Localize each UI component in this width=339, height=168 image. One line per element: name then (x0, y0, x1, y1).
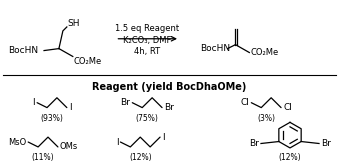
Text: Cl: Cl (283, 103, 292, 112)
Text: (3%): (3%) (257, 114, 275, 123)
Text: (12%): (12%) (279, 153, 301, 162)
Text: Br: Br (321, 139, 331, 148)
Text: BocHN: BocHN (200, 44, 230, 53)
Text: Reagent (yield BocDhaOMe): Reagent (yield BocDhaOMe) (92, 82, 246, 92)
Text: Br: Br (164, 103, 174, 112)
Text: I: I (116, 138, 118, 146)
Text: 4h, RT: 4h, RT (134, 47, 160, 56)
Text: SH: SH (68, 18, 80, 28)
Text: CO₂Me: CO₂Me (250, 48, 279, 57)
Text: I: I (162, 133, 165, 142)
Text: (93%): (93%) (41, 114, 63, 123)
Text: Br: Br (120, 98, 130, 107)
Text: 1.5 eq Reagent: 1.5 eq Reagent (115, 24, 179, 33)
Text: BocHN: BocHN (8, 46, 38, 55)
Text: MsO: MsO (8, 138, 26, 146)
Text: CO₂Me: CO₂Me (74, 57, 102, 67)
Text: I: I (69, 103, 72, 112)
Text: Cl: Cl (240, 98, 250, 107)
Text: I: I (33, 98, 35, 107)
Text: (11%): (11%) (32, 153, 54, 162)
Text: K₂CO₃, DMF: K₂CO₃, DMF (123, 36, 172, 45)
Text: OMs: OMs (60, 142, 78, 151)
Text: (75%): (75%) (136, 114, 159, 123)
Text: (12%): (12%) (129, 153, 152, 162)
Text: Br: Br (249, 139, 259, 148)
